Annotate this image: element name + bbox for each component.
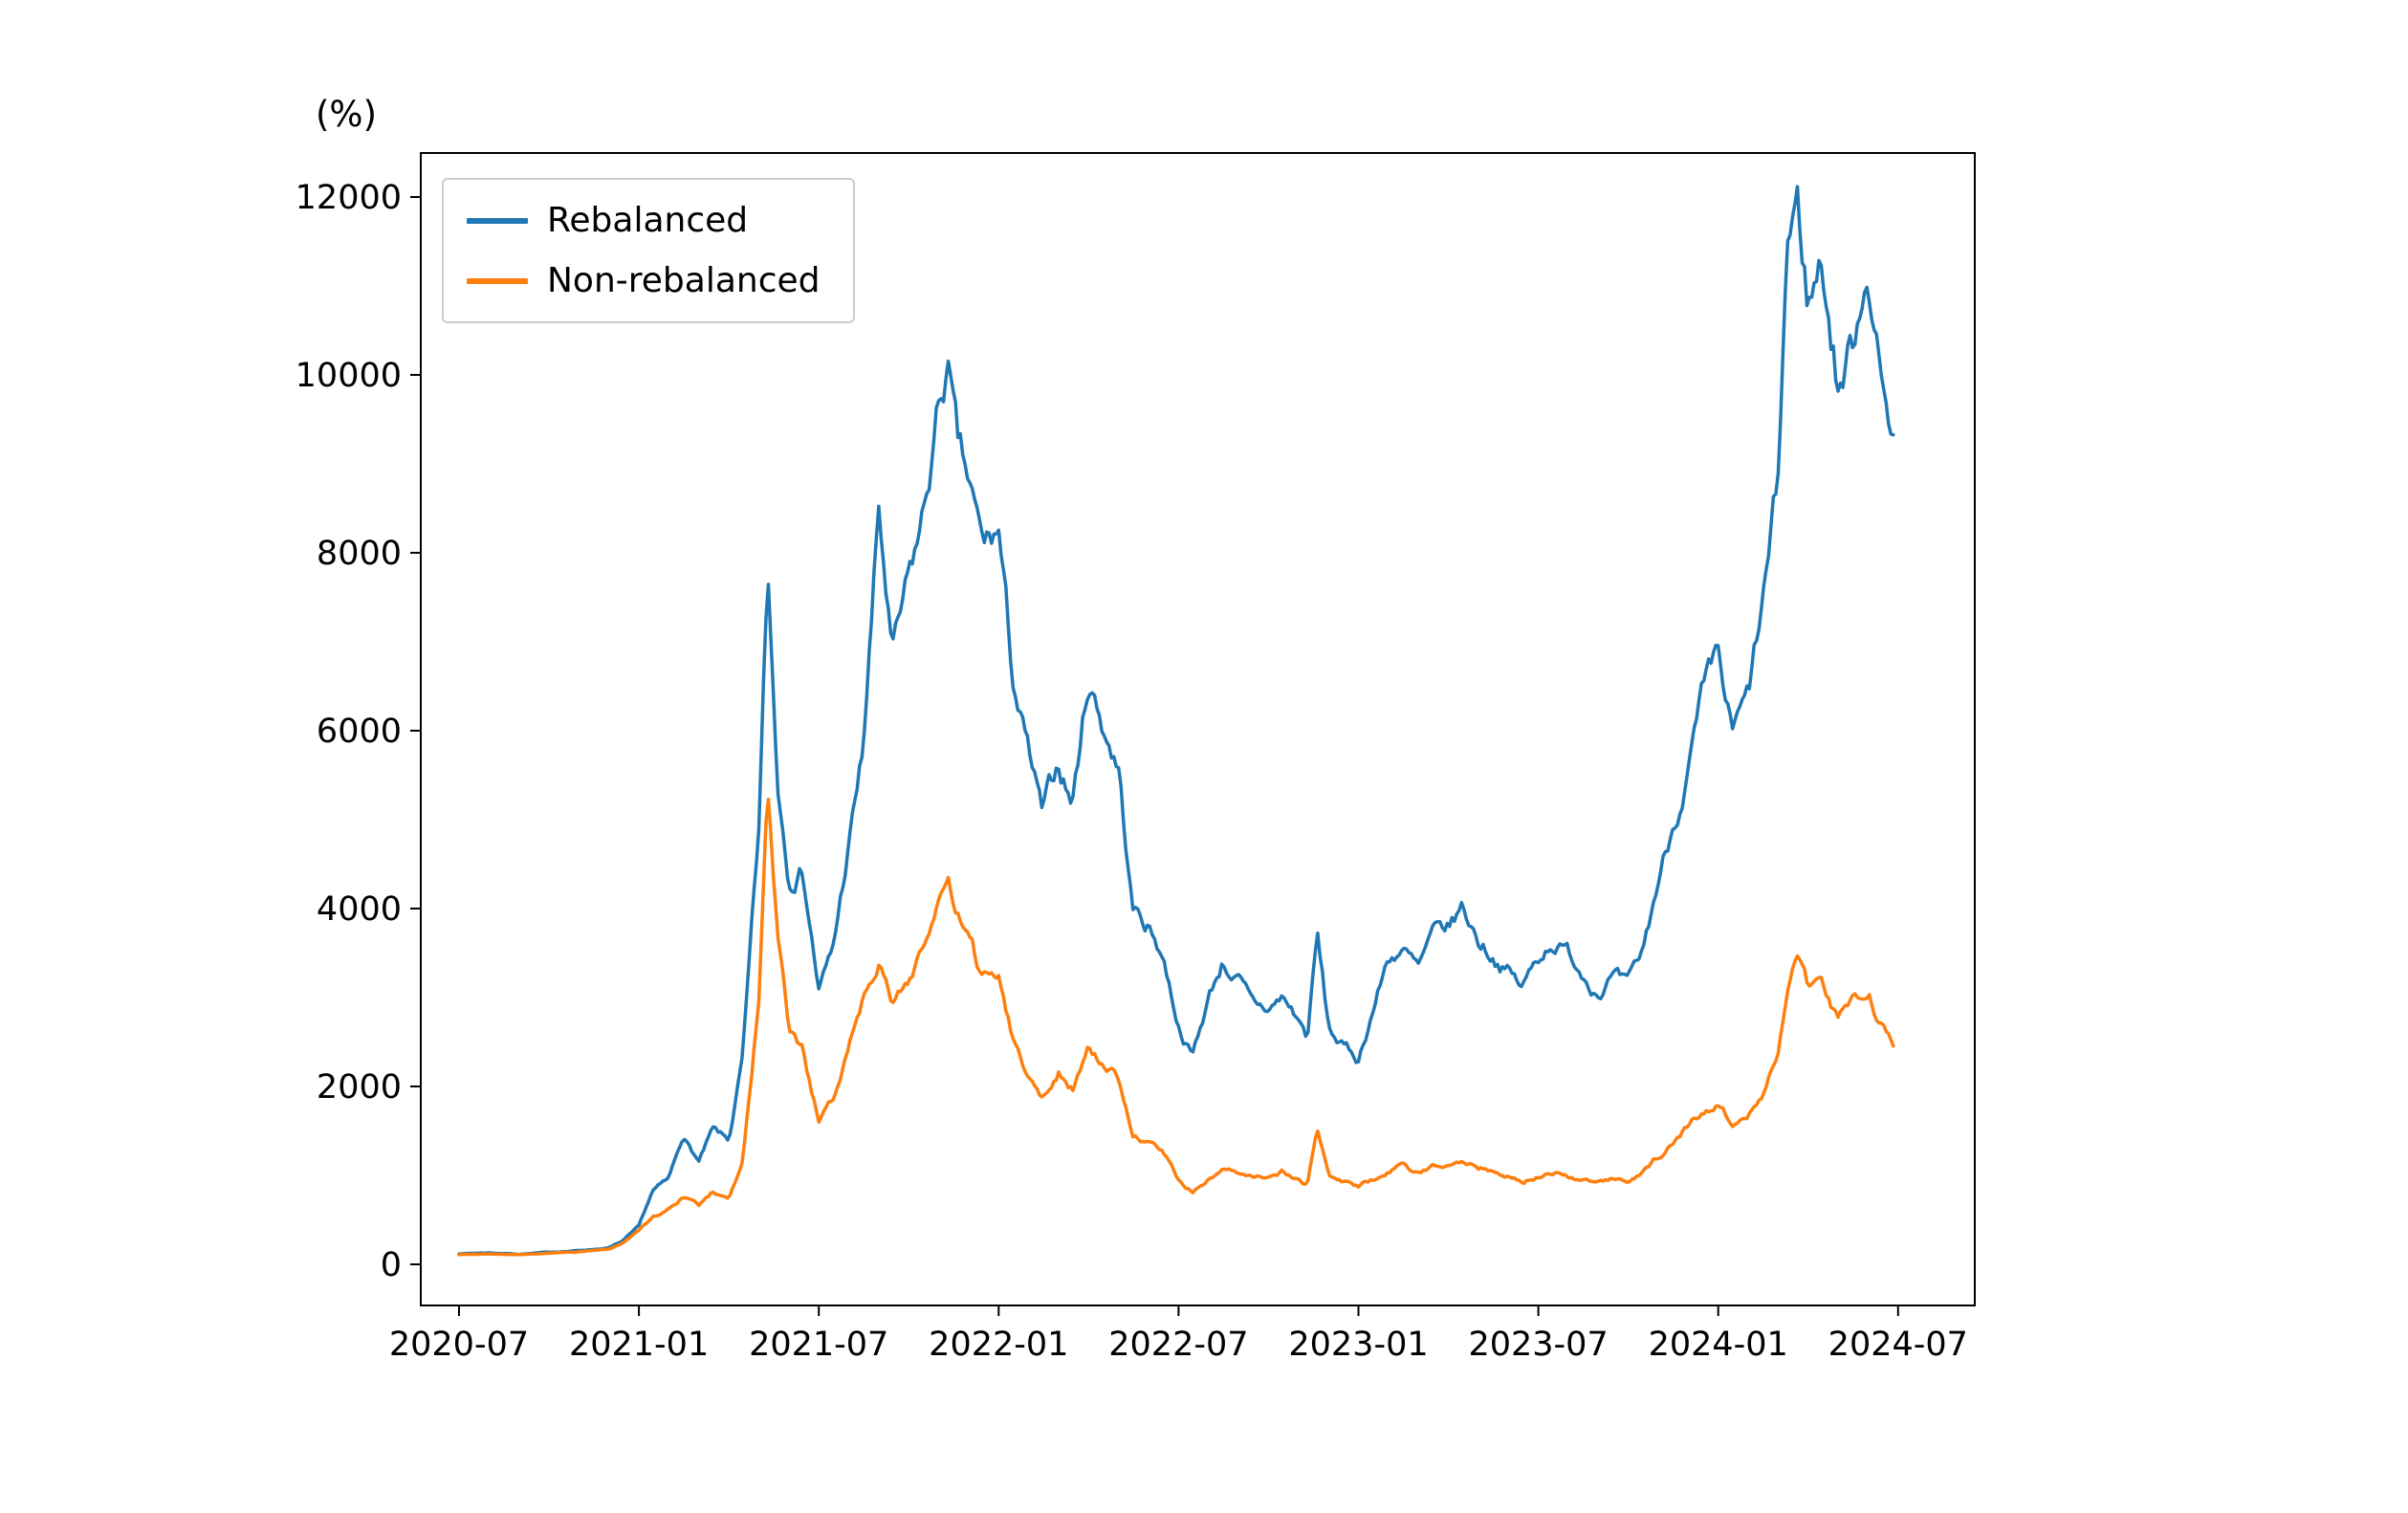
x-tick-label: 2022-07: [1108, 1326, 1248, 1364]
series-line-rebalanced: [457, 185, 1895, 1257]
y-tick-label: 4000: [317, 890, 402, 929]
x-tick-label: 2023-01: [1288, 1326, 1428, 1364]
y-tick-label: 6000: [317, 713, 402, 751]
y-tick-label: 0: [381, 1246, 402, 1284]
series-line-non-rebalanced: [457, 797, 1895, 1257]
x-tick-label: 2020-07: [389, 1326, 529, 1364]
y-tick-label: 12000: [296, 179, 402, 217]
x-tick-label: 2024-01: [1649, 1326, 1788, 1364]
y-tick-label: 2000: [317, 1068, 402, 1107]
legend-item-non-rebalanced: Non-rebalanced: [467, 261, 821, 300]
x-tick-label: 2021-01: [569, 1326, 709, 1364]
rebalanced-line-swatch: [467, 217, 528, 224]
legend-label-non-rebalanced: Non-rebalanced: [547, 261, 821, 300]
legend-label-rebalanced: Rebalanced: [547, 201, 749, 240]
x-tick-label: 2022-01: [929, 1326, 1068, 1364]
y-axis-unit-label: (%): [316, 94, 378, 135]
non-rebalanced-line-swatch: [467, 277, 528, 284]
legend: Rebalanced Non-rebalanced: [442, 178, 855, 323]
x-tick-label: 2023-07: [1468, 1326, 1608, 1364]
y-tick-label: 8000: [317, 535, 402, 573]
x-tick-label: 2024-07: [1828, 1326, 1968, 1364]
legend-item-rebalanced: Rebalanced: [467, 201, 821, 240]
y-tick-label: 10000: [296, 357, 402, 395]
x-tick-label: 2021-07: [749, 1326, 888, 1364]
axis-frame: [420, 152, 1976, 1306]
